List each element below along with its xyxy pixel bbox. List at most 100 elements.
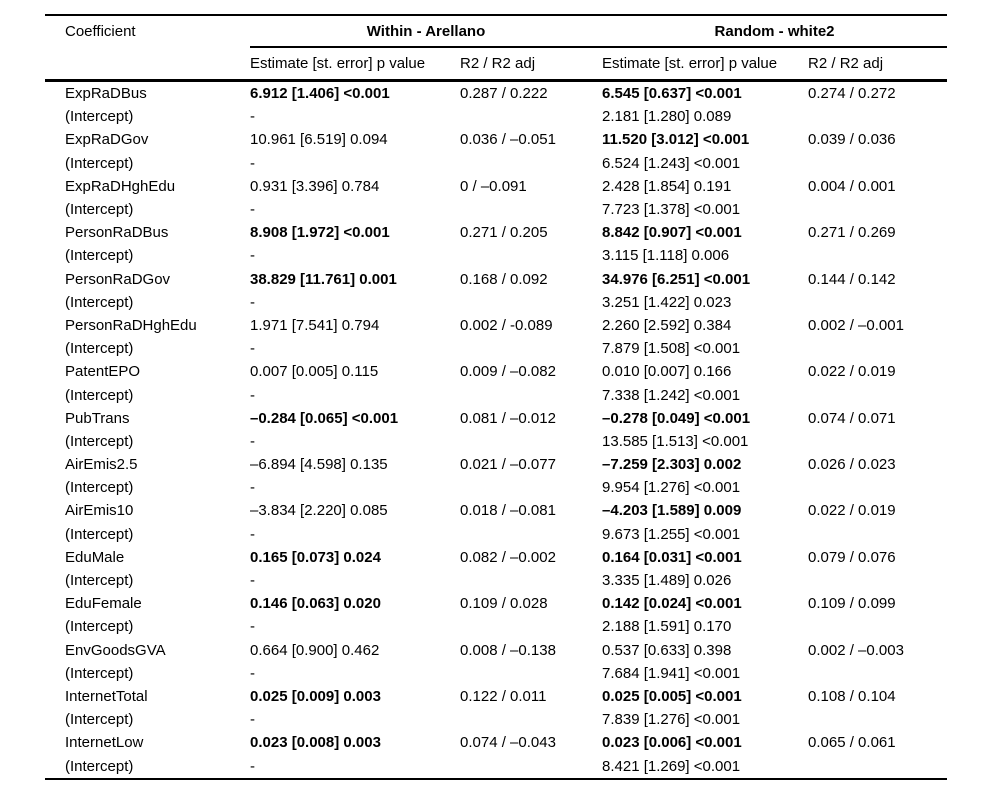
random-estimate-cell: 0.010 [0.007] 0.166 <box>602 363 732 381</box>
coefficient-row: PersonRaDBus 8.908 [1.972] <0.001 0.271 / … <box>45 221 947 244</box>
coefficient-label: (Intercept) <box>65 293 134 311</box>
coefficient-row: PersonRaDGov 38.829 [11.761] 0.001 0.168 /… <box>45 268 947 291</box>
random-r2-cell <box>808 708 947 731</box>
within-estimate-cell: - <box>250 247 255 265</box>
within-estimate-cell: 0.165 [0.073] 0.024 <box>250 548 381 566</box>
within-estimate-cell: 10.961 [6.519] 0.094 <box>250 131 388 149</box>
random-r2-cell: 0.274 / 0.272 <box>808 85 896 103</box>
intercept-row: (Intercept) - 7.684 [1.941] <0.001 <box>45 662 947 685</box>
within-estimate-cell: - <box>250 618 255 636</box>
random-estimate-cell: 7.879 [1.508] <0.001 <box>602 340 741 358</box>
random-estimate-cell: 9.673 [1.255] <0.001 <box>602 525 741 543</box>
within-r2-cell: 0.168 / 0.092 <box>460 270 548 288</box>
within-estimate-cell: - <box>250 201 255 219</box>
within-estimate-cell: - <box>250 664 255 682</box>
random-r2-cell <box>808 662 947 685</box>
random-estimate-cell: 8.421 [1.269] <0.001 <box>602 757 741 775</box>
random-r2-cell <box>808 523 947 546</box>
intercept-row: (Intercept) - 9.673 [1.255] <0.001 <box>45 523 947 546</box>
sub-header-empty <box>45 47 250 82</box>
coefficient-label: PersonRaDHghEdu <box>65 316 197 334</box>
random-estimate-cell: 2.428 [1.854] 0.191 <box>602 177 732 195</box>
within-estimate-cell: 1.971 [7.541] 0.794 <box>250 316 380 334</box>
within-r2-cell: 0.082 / –0.002 <box>460 548 556 566</box>
random-estimate-cell: 8.842 [0.907] <0.001 <box>602 224 742 242</box>
coefficient-label: (Intercept) <box>65 711 134 729</box>
intercept-row: (Intercept) - 3.335 [1.489] 0.026 <box>45 569 947 592</box>
intercept-row: (Intercept) - 9.954 [1.276] <0.001 <box>45 476 947 499</box>
within-estimate-cell: 0.023 [0.008] 0.003 <box>250 734 381 752</box>
coefficient-label: ExpRaDGov <box>65 131 149 149</box>
random-estimate-cell: 7.684 [1.941] <0.001 <box>602 664 741 682</box>
within-r2-cell <box>460 523 602 546</box>
within-estimate-cell: –3.834 [2.220] 0.085 <box>250 502 388 520</box>
within-estimate-cell: 8.908 [1.972] <0.001 <box>250 224 390 242</box>
within-estimate-cell: - <box>250 479 255 497</box>
coefficient-row: PersonRaDHghEdu 1.971 [7.541] 0.794 0.002 … <box>45 314 947 337</box>
coefficient-label: (Intercept) <box>65 525 134 543</box>
within-estimate-cell: - <box>250 293 255 311</box>
random-estimate-cell: 9.954 [1.276] <0.001 <box>602 479 741 497</box>
random-r2-cell: 0.002 / –0.001 <box>808 316 904 334</box>
random-estimate-cell: 2.181 [1.280] 0.089 <box>602 108 732 126</box>
coefficient-row: InternetTotal 0.025 [0.009] 0.003 0.122 / … <box>45 685 947 708</box>
coefficient-label: (Intercept) <box>65 572 134 590</box>
random-r2-cell: 0.065 / 0.061 <box>808 734 896 752</box>
coefficient-label: AirEmis10 <box>65 502 134 520</box>
random-estimate-cell: 3.115 [1.118] 0.006 <box>602 247 730 265</box>
within-r2-cell <box>460 152 602 175</box>
random-estimate-cell: 0.537 [0.633] 0.398 <box>602 641 732 659</box>
intercept-row: (Intercept) - 3.115 [1.118] 0.006 <box>45 244 947 267</box>
column-header-coefficient: Coefficient <box>65 23 136 40</box>
within-estimate-cell: 38.829 [11.761] 0.001 <box>250 270 397 288</box>
coefficient-label: AirEmis2.5 <box>65 456 138 474</box>
within-r2-cell <box>460 198 602 221</box>
coefficient-row: AirEmis10 –3.834 [2.220] 0.085 0.018 / –0.… <box>45 499 947 522</box>
within-r2-cell: 0.018 / –0.081 <box>460 502 556 520</box>
intercept-row: (Intercept) - 7.879 [1.508] <0.001 <box>45 337 947 360</box>
random-r2-cell: 0.074 / 0.071 <box>808 409 896 427</box>
within-r2-cell: 0.021 / –0.077 <box>460 456 556 474</box>
within-r2-cell <box>460 244 602 267</box>
intercept-row: (Intercept) - 6.524 [1.243] <0.001 <box>45 152 947 175</box>
within-r2-cell: 0.002 / -0.089 <box>460 316 553 334</box>
coefficient-row: ExpRaDBus 6.912 [1.406] <0.001 0.287 / 0.2… <box>45 81 947 106</box>
coefficient-label: EnvGoodsGVA <box>65 641 166 659</box>
random-r2-cell <box>808 615 947 638</box>
coefficient-row: EduFemale 0.146 [0.063] 0.020 0.109 / 0.02… <box>45 592 947 615</box>
random-estimate-cell: 3.251 [1.422] 0.023 <box>602 293 732 311</box>
coefficient-label: (Intercept) <box>65 340 134 358</box>
sub-header-random-r2: R2 / R2 adj <box>808 47 948 82</box>
coefficient-row: PatentEPO 0.007 [0.005] 0.115 0.009 / –0.0… <box>45 360 947 383</box>
sub-header-within-estimate: Estimate [st. error] p value <box>250 47 460 82</box>
within-r2-cell: 0.109 / 0.028 <box>460 595 548 613</box>
random-estimate-cell: 0.023 [0.006] <0.001 <box>602 734 742 752</box>
intercept-row: (Intercept) - 7.338 [1.242] <0.001 <box>45 383 947 406</box>
within-r2-cell: 0.009 / –0.082 <box>460 363 556 381</box>
within-r2-cell <box>460 383 602 406</box>
coefficient-label: (Intercept) <box>65 479 134 497</box>
coefficient-label: PersonRaDBus <box>65 224 169 242</box>
coefficient-label: (Intercept) <box>65 618 134 636</box>
random-r2-cell: 0.004 / 0.001 <box>808 177 896 195</box>
within-r2-cell: 0.271 / 0.205 <box>460 224 548 242</box>
random-estimate-cell: 6.545 [0.637] <0.001 <box>602 85 742 103</box>
coefficient-row: ExpRaDHghEdu 0.931 [3.396] 0.784 0 / –0.09… <box>45 175 947 198</box>
within-r2-cell <box>460 754 602 778</box>
coefficient-row: EnvGoodsGVA 0.664 [0.900] 0.462 0.008 / –0… <box>45 639 947 662</box>
sub-header-row: Estimate [st. error] p value R2 / R2 adj… <box>45 47 948 82</box>
within-r2-cell: 0.074 / –0.043 <box>460 734 556 752</box>
coefficient-label: InternetTotal <box>65 687 148 705</box>
within-estimate-cell: 0.007 [0.005] 0.115 <box>250 363 379 381</box>
random-estimate-cell: 2.260 [2.592] 0.384 <box>602 316 732 334</box>
random-r2-cell: 0.079 / 0.076 <box>808 548 896 566</box>
coefficient-label: (Intercept) <box>65 108 134 126</box>
within-estimate-cell: –0.284 [0.065] <0.001 <box>250 409 399 427</box>
group-header-within-arellano: Within - Arellano <box>250 15 603 48</box>
random-estimate-cell: –7.259 [2.303] 0.002 <box>602 456 742 474</box>
within-r2-cell: 0 / –0.091 <box>460 177 527 195</box>
sub-header-random-estimate: Estimate [st. error] p value <box>602 47 809 82</box>
within-r2-cell: 0.081 / –0.012 <box>460 409 556 427</box>
within-estimate-cell: - <box>250 711 255 729</box>
within-estimate-cell: 0.146 [0.063] 0.020 <box>250 595 381 613</box>
